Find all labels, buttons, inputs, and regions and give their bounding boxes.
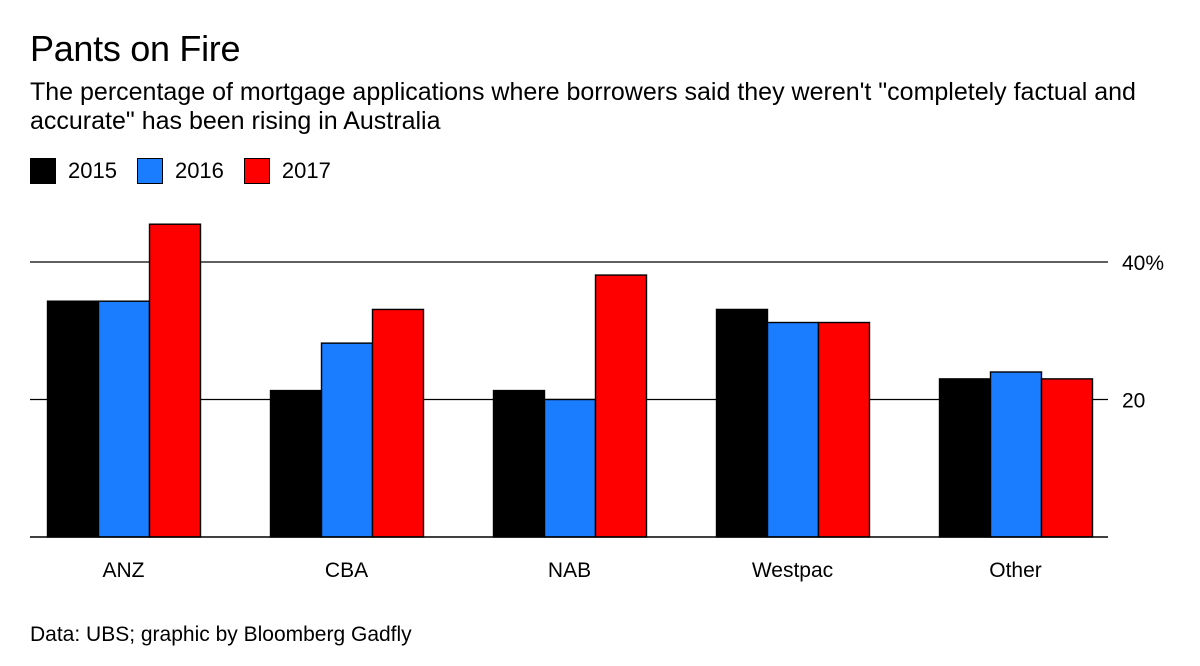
legend-label-2017: 2017 bbox=[281, 158, 331, 183]
legend-item-2015: 2015 bbox=[30, 158, 117, 184]
bar-other-2017 bbox=[1040, 378, 1094, 538]
y-tick-label-20: 20 bbox=[1122, 390, 1145, 413]
x-tick-label-other: Other bbox=[989, 559, 1042, 582]
legend: 2015 2016 2017 bbox=[30, 158, 351, 184]
x-tick-label-cba: CBA bbox=[325, 559, 368, 582]
bar-cba-2015 bbox=[269, 389, 323, 538]
bar-nab-2016 bbox=[543, 398, 597, 538]
chart-subtitle: The percentage of mortgage applications … bbox=[30, 78, 1136, 135]
bar-cba-2017 bbox=[371, 308, 425, 538]
bar-anz-2015 bbox=[46, 300, 100, 538]
bar-nab-2017 bbox=[594, 274, 648, 538]
bar-other-2016 bbox=[989, 371, 1043, 538]
legend-label-2015: 2015 bbox=[68, 158, 117, 183]
legend-swatch-2017 bbox=[243, 158, 270, 184]
bar-cba-2016 bbox=[320, 342, 374, 538]
bar-westpac-2017 bbox=[817, 321, 871, 538]
bar-anz-2016 bbox=[97, 300, 151, 538]
y-tick-label-40: 40% bbox=[1122, 252, 1164, 275]
x-tick-label-westpac: Westpac bbox=[752, 559, 833, 582]
x-tick-label-nab: NAB bbox=[548, 559, 591, 582]
bar-westpac-2016 bbox=[766, 321, 820, 538]
legend-item-2017: 2017 bbox=[243, 158, 331, 184]
chart-title: Pants on Fire bbox=[30, 28, 241, 69]
legend-label-2016: 2016 bbox=[174, 158, 224, 183]
legend-swatch-2015 bbox=[30, 158, 56, 184]
bar-westpac-2015 bbox=[715, 308, 769, 538]
source-note: Data: UBS; graphic by Bloomberg Gadfly bbox=[30, 623, 412, 646]
bar-nab-2015 bbox=[492, 389, 546, 538]
x-tick-label-anz: ANZ bbox=[103, 559, 145, 582]
bar-other-2015 bbox=[938, 378, 992, 538]
bar-anz-2017 bbox=[148, 223, 202, 538]
legend-swatch-2016 bbox=[136, 158, 163, 184]
legend-item-2016: 2016 bbox=[136, 158, 224, 184]
